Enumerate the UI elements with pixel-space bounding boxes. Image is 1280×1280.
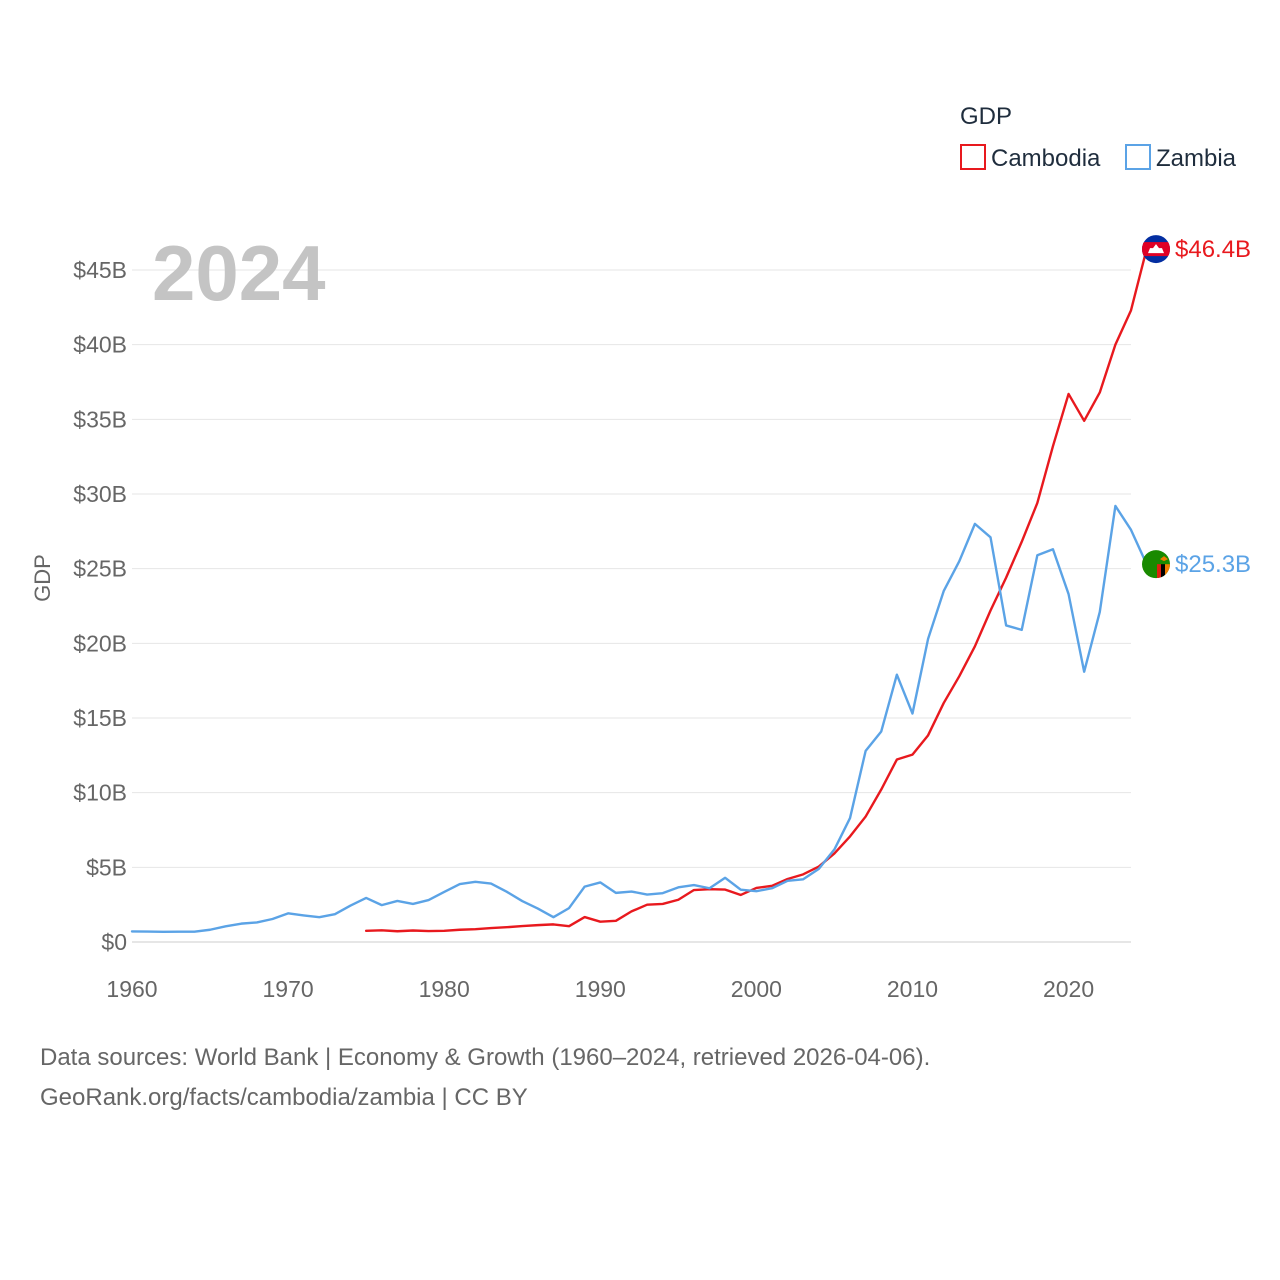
x-tick-label: 1960 (106, 976, 157, 1002)
y-tick-label: $10B (73, 780, 127, 806)
grid-lines (132, 269, 1131, 943)
series-line-zambia (130, 504, 1156, 934)
y-tick-label: $25B (73, 556, 127, 582)
data-sources-note: Data sources: World Bank | Economy & Gro… (40, 1044, 931, 1071)
y-tick-label: $0 (101, 929, 127, 955)
x-tick-label: 1990 (575, 976, 626, 1002)
y-tick-label: $40B (73, 332, 127, 358)
end-markers: $46.4B $25.3B (1142, 235, 1251, 579)
y-tick-label: $45B (73, 257, 127, 283)
legend-swatch-zambia[interactable] (1125, 144, 1151, 170)
y-tick-label: $35B (73, 406, 127, 432)
y-axis-ticks: $0 $5B $10B $15B $20B $25B $30B $35B $40B $45B (73, 257, 127, 955)
series-lines (130, 247, 1156, 934)
end-value-label-zambia: $25.3B (1175, 551, 1251, 578)
x-tick-label: 2010 (887, 976, 938, 1002)
y-tick-label: $30B (73, 481, 127, 507)
y-tick-label: $20B (73, 630, 127, 656)
y-tick-label: $15B (73, 705, 127, 731)
x-tick-label: 2000 (731, 976, 782, 1002)
legend-label-zambia[interactable]: Zambia (1156, 145, 1237, 172)
zambia-flag-icon (1142, 550, 1170, 579)
credit-line[interactable]: GeoRank.org/facts/cambodia/zambia | CC B… (40, 1084, 528, 1111)
x-tick-label: 1970 (263, 976, 314, 1002)
legend-label-cambodia[interactable]: Cambodia (991, 145, 1101, 172)
legend: GDP Cambodia Zambia (960, 103, 1237, 172)
y-axis-title: GDP (30, 554, 55, 602)
legend-swatch-cambodia[interactable] (960, 144, 986, 170)
legend-title: GDP (960, 103, 1012, 130)
cambodia-flag-icon (1142, 235, 1170, 264)
series-line-cambodia (364, 247, 1156, 933)
x-axis-ticks: 1960 1970 1980 1990 2000 2010 2020 (106, 976, 1094, 1002)
x-tick-label: 2020 (1043, 976, 1094, 1002)
x-tick-label: 1980 (419, 976, 470, 1002)
y-tick-label: $5B (86, 854, 127, 880)
year-label: 2024 (152, 229, 326, 317)
end-value-label-cambodia: $46.4B (1175, 236, 1251, 263)
